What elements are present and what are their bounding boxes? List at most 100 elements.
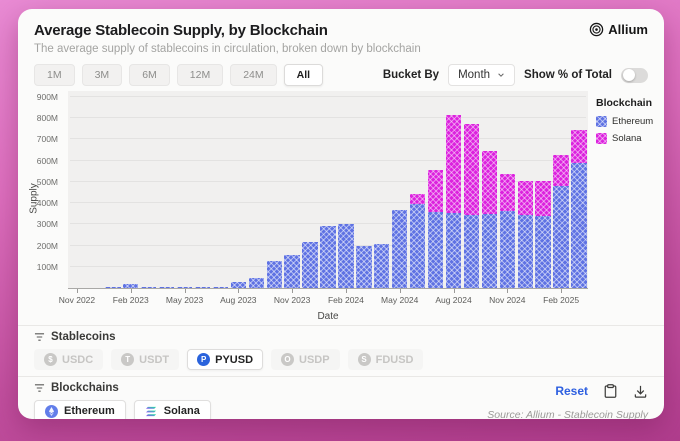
bar-solana-sep-2024[interactable] <box>463 123 480 215</box>
stablecoin-chip-pyusd[interactable]: P PYUSD <box>187 349 264 370</box>
bar-solana-mar-2025[interactable] <box>571 129 587 163</box>
bar-ethereum-dec-2023[interactable] <box>302 242 318 288</box>
bar-ethereum-aug-2023[interactable] <box>230 282 247 288</box>
blockchain-chip-ethereum[interactable]: Ethereum <box>34 400 126 419</box>
chip-label: USDC <box>62 353 94 366</box>
y-tick-label: 700M <box>36 134 58 145</box>
bar-ethereum-feb-2023[interactable] <box>123 284 139 288</box>
bucket-by-select[interactable]: Month <box>448 64 516 86</box>
toggle-knob <box>623 69 635 81</box>
reset-button[interactable]: Reset <box>555 384 588 398</box>
plot-area[interactable] <box>68 91 588 289</box>
range-button-6m[interactable]: 6M <box>129 64 170 86</box>
legend-item-solana[interactable]: Solana <box>596 133 662 144</box>
stablecoin-chip-usdp[interactable]: O USDP <box>271 349 340 370</box>
gridline <box>70 138 586 140</box>
bar-ethereum-feb-2025[interactable] <box>553 186 569 288</box>
chip-label: FDUSD <box>375 353 414 366</box>
bar-solana-jan-2025[interactable] <box>535 181 551 216</box>
stablecoin-chip-fdusd[interactable]: S FDUSD <box>348 349 424 370</box>
usdc-icon: $ <box>44 353 57 366</box>
allium-logo: Allium <box>589 22 648 37</box>
x-tick-mark <box>76 289 78 293</box>
bar-ethereum-apr-2024[interactable] <box>374 243 390 288</box>
legend-title: Blockchain <box>596 97 653 109</box>
y-axis: 100M 200M 300M 400M 500M 600M 700M 800M 900M <box>18 91 64 289</box>
bar-ethereum-sep-2024[interactable] <box>463 214 480 288</box>
bar-ethereum-oct-2024[interactable] <box>481 213 498 288</box>
bar-ethereum-dec-2024[interactable] <box>517 214 533 288</box>
bucket-by-label: Bucket By <box>382 69 440 81</box>
bar-ethereum-nov-2023[interactable] <box>284 254 300 288</box>
bar-ethereum-mar-2025[interactable] <box>571 162 587 288</box>
bucket-by-value: Month <box>458 69 491 81</box>
bar-ethereum-nov-2024[interactable] <box>499 211 515 288</box>
source-attribution[interactable]: Source: Allium - Stablecoin Supply <box>487 409 648 419</box>
range-button-12m[interactable]: 12M <box>176 64 224 86</box>
stablecoin-chip-usdc[interactable]: $ USDC <box>34 349 103 370</box>
gridline <box>70 159 586 161</box>
blockchains-section: Blockchains Ethereum <box>18 377 664 419</box>
blockchain-chip-solana[interactable]: Solana <box>133 400 211 419</box>
bar-ethereum-sep-2023[interactable] <box>248 278 264 288</box>
x-tick-label: Feb 2025 <box>543 295 580 305</box>
chart-legend: Blockchain Ethereum Solana <box>596 97 662 150</box>
page-subtitle: The average supply of stablecoins in cir… <box>34 43 421 55</box>
show-percent-toggle[interactable] <box>621 67 648 83</box>
bar-solana-nov-2024[interactable] <box>499 173 515 212</box>
bar-ethereum-jan-2025[interactable] <box>535 215 551 288</box>
range-button-3m[interactable]: 3M <box>81 64 123 86</box>
gridline <box>70 202 586 204</box>
chip-label: Ethereum <box>64 405 115 417</box>
range-button-24m[interactable]: 24M <box>230 64 277 86</box>
bar-solana-feb-2025[interactable] <box>553 154 569 187</box>
legend-item-ethereum[interactable]: Ethereum <box>596 116 662 127</box>
bar-ethereum-jun-2023[interactable] <box>194 287 211 288</box>
x-tick-label: Nov 2024 <box>489 295 526 305</box>
y-tick-label: 300M <box>36 219 58 230</box>
bar-solana-dec-2024[interactable] <box>517 181 533 215</box>
bar-ethereum-mar-2024[interactable] <box>356 246 372 288</box>
bar-ethereum-jul-2024[interactable] <box>427 211 444 288</box>
x-tick-label: Nov 2022 <box>58 295 96 305</box>
y-tick-label: 800M <box>36 113 58 124</box>
x-tick-mark <box>561 289 563 293</box>
download-button[interactable] <box>633 384 648 399</box>
stablecoins-label: Stablecoins <box>51 331 116 343</box>
bar-ethereum-may-2024[interactable] <box>392 210 408 288</box>
download-icon <box>634 385 647 398</box>
stablecoins-section: Stablecoins $ USDC T USDT P PYUSD O USDP S FDUSD <box>18 326 664 376</box>
bar-ethereum-oct-2023[interactable] <box>266 261 282 288</box>
bar-ethereum-may-2023[interactable] <box>176 287 193 288</box>
range-button-1m[interactable]: 1M <box>34 64 75 86</box>
bar-ethereum-jun-2024[interactable] <box>409 204 426 288</box>
bar-ethereum-jan-2024[interactable] <box>320 226 336 288</box>
bar-ethereum-mar-2023[interactable] <box>140 287 157 288</box>
bar-ethereum-aug-2024[interactable] <box>445 213 462 288</box>
blockchains-label: Blockchains <box>51 382 119 394</box>
bar-solana-oct-2024[interactable] <box>481 150 498 214</box>
x-tick-label: Feb 2024 <box>327 295 364 305</box>
range-button-all[interactable]: All <box>283 64 324 86</box>
stablecoin-chip-usdt[interactable]: T USDT <box>111 349 179 370</box>
x-tick-label: Aug 2023 <box>220 295 257 305</box>
gridline <box>70 117 586 119</box>
legend-label: Solana <box>612 133 642 144</box>
bar-ethereum-feb-2024[interactable] <box>338 223 354 288</box>
bar-ethereum-apr-2023[interactable] <box>158 287 175 288</box>
bar-solana-jul-2024[interactable] <box>427 170 444 212</box>
legend-label: Ethereum <box>612 116 654 127</box>
y-tick-label: 500M <box>36 176 58 187</box>
solana-icon <box>145 406 156 416</box>
divider <box>18 325 664 326</box>
x-tick-mark <box>184 289 186 293</box>
bar-solana-aug-2024[interactable] <box>445 115 462 214</box>
blockchain-chips: Ethereum Solana <box>34 400 648 419</box>
bar-ethereum-jul-2023[interactable] <box>212 287 229 288</box>
card-header: Average Stablecoin Supply, by Blockchain… <box>18 9 664 55</box>
filter-icon <box>34 384 45 392</box>
divider <box>18 376 664 377</box>
bar-ethereum-jan-2023[interactable] <box>105 287 121 288</box>
bar-solana-jun-2024[interactable] <box>409 193 426 205</box>
copy-button[interactable] <box>603 383 618 399</box>
